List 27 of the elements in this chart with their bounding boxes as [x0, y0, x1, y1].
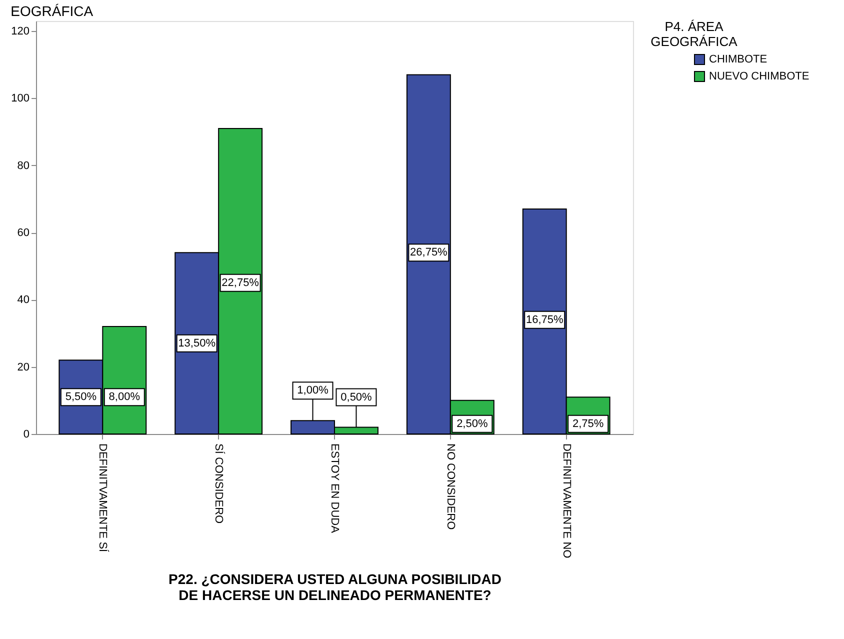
y-tick-label: 100 [11, 92, 30, 105]
y-tick-label: 40 [17, 294, 30, 306]
x-tick-label: DEFINITVAMENTE SÍ [96, 444, 110, 554]
annotation: 1,00% [297, 384, 329, 397]
x-tick-label: ESTOY EN DUDA [328, 444, 340, 534]
x-tick-label: SÍ CONSIDERO [212, 444, 226, 524]
y-tick-label: 120 [11, 26, 30, 38]
annotation: 13,50% [178, 337, 216, 350]
x-axis-title: P22. ¿CONSIDERA USTED ALGUNA POSIBILIDAD DE HACERSE UN DELINEADO PERMANENTE? [168, 571, 502, 604]
legend-label: NUEVO CHIMBOTE [709, 70, 810, 82]
y-tick-label: 0 [23, 428, 30, 440]
x-tick-label: DEFINITVAMENTE NO [560, 444, 572, 559]
annotation: 22,75% [222, 276, 260, 289]
annotation: 16,75% [526, 314, 564, 326]
annotation: 8,00% [108, 391, 140, 404]
chart-title: EOGRÁFICA [10, 3, 94, 19]
x-tick-label: NO CONSIDERO [444, 444, 456, 530]
annotation: 26,75% [410, 246, 448, 259]
legend-label: CHIMBOTE [709, 54, 768, 66]
annotation: 0,50% [340, 391, 372, 404]
y-tick-label: 60 [17, 227, 30, 240]
annotation: 2,75% [572, 418, 604, 430]
y-tick-label: 20 [17, 361, 30, 374]
annotation: 5,50% [65, 391, 97, 404]
legend-title: P4. ÁREA GEOGRÁFICA [650, 19, 738, 49]
y-tick-label: 80 [17, 160, 30, 172]
annotation: 2,50% [456, 418, 488, 430]
